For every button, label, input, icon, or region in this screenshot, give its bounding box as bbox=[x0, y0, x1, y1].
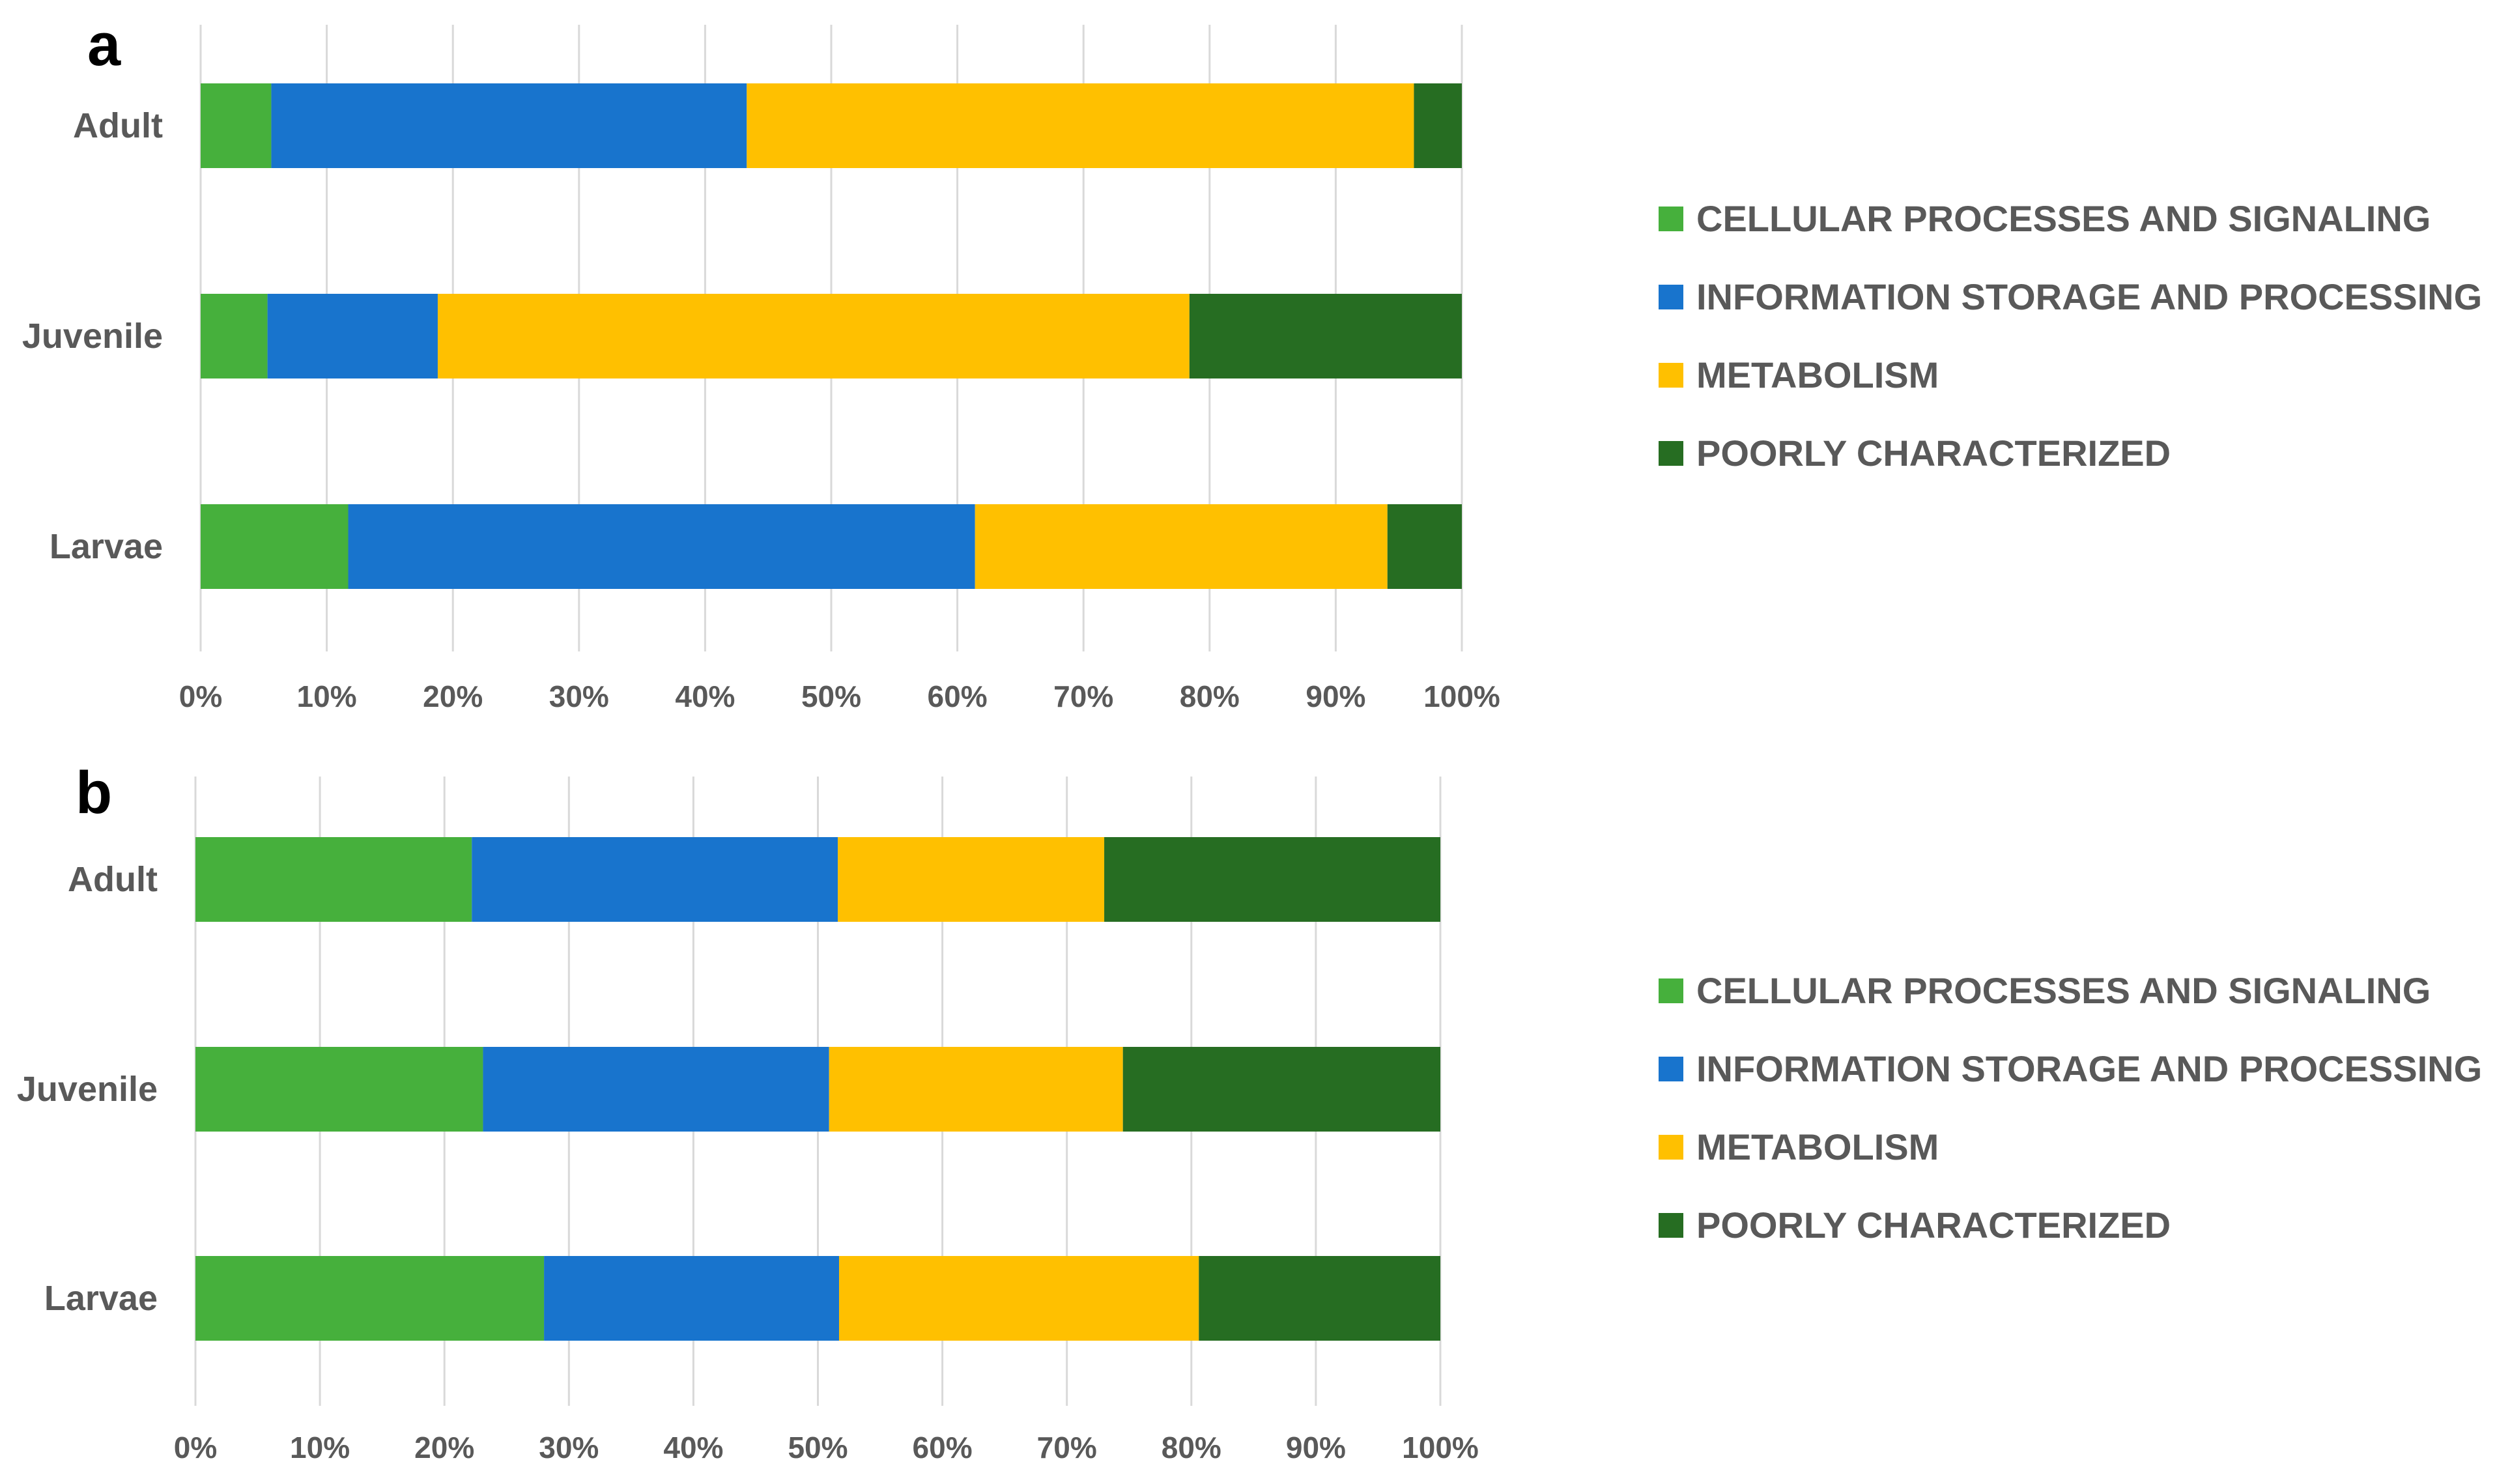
x-tick-label: 90% bbox=[1286, 1431, 1346, 1464]
category-label: Larvae bbox=[50, 527, 163, 566]
x-tick-label: 70% bbox=[1053, 679, 1113, 713]
legend-label-metabolism: METABOLISM bbox=[1696, 1126, 1939, 1167]
legend-swatch-poorly bbox=[1659, 1213, 1683, 1238]
x-tick-label: 100% bbox=[1423, 679, 1500, 713]
x-tick-label: 20% bbox=[414, 1431, 474, 1464]
legend-swatch-poorly bbox=[1659, 441, 1683, 466]
bar-segment-metabolism bbox=[747, 83, 1414, 168]
category-label: Adult bbox=[73, 106, 163, 145]
x-tick-label: 60% bbox=[913, 1431, 973, 1464]
bar-segment-metabolism bbox=[838, 837, 1105, 922]
panel-b-bars bbox=[195, 837, 1440, 1341]
x-tick-label: 40% bbox=[675, 679, 735, 713]
panel-b-category-labels: Adult Juvenile Larvae bbox=[17, 860, 158, 1318]
bar-segment-information bbox=[267, 294, 438, 378]
legend-label-information: INFORMATION STORAGE AND PROCESSING bbox=[1696, 1048, 2482, 1089]
x-tick-label: 0% bbox=[174, 1431, 217, 1464]
x-tick-label: 10% bbox=[290, 1431, 350, 1464]
x-tick-label: 50% bbox=[788, 1431, 848, 1464]
category-label: Juvenile bbox=[17, 1070, 158, 1109]
legend-swatch-metabolism bbox=[1659, 363, 1683, 388]
x-tick-label: 50% bbox=[801, 679, 861, 713]
x-tick-label: 70% bbox=[1037, 1431, 1097, 1464]
bar-segment-metabolism bbox=[975, 504, 1388, 589]
bar-segment-information bbox=[483, 1047, 829, 1132]
legend-label-cellular: CELLULAR PROCESSES AND SIGNALING bbox=[1696, 970, 2431, 1011]
bar-segment-poorly bbox=[1414, 83, 1462, 168]
category-label: Juvenile bbox=[22, 317, 163, 356]
x-tick-label: 30% bbox=[539, 1431, 599, 1464]
bar-segment-poorly bbox=[1199, 1256, 1440, 1341]
x-tick-label: 10% bbox=[297, 679, 357, 713]
bar-segment-metabolism bbox=[838, 1256, 1199, 1341]
x-tick-label: 80% bbox=[1180, 679, 1240, 713]
bar-segment-cellular bbox=[201, 504, 349, 589]
panel-a-legend: CELLULAR PROCESSES AND SIGNALING INFORMAT… bbox=[1659, 198, 2482, 474]
x-tick-label: 40% bbox=[663, 1431, 723, 1464]
panel-b-tick-labels: 0% 10% 20% 30% 40% 50% 60% 70% 80% 90% 100% bbox=[174, 1431, 1479, 1464]
bar-segment-cellular bbox=[201, 294, 268, 378]
bar-segment-information bbox=[472, 837, 838, 922]
panel-a-bars bbox=[201, 83, 1462, 589]
panel-b-label: b bbox=[76, 760, 112, 826]
legend-swatch-information bbox=[1659, 285, 1683, 309]
legend-label-poorly: POORLY CHARACTERIZED bbox=[1696, 433, 2171, 474]
panel-a-label: a bbox=[87, 12, 121, 78]
legend-swatch-cellular bbox=[1659, 978, 1683, 1003]
legend-label-poorly: POORLY CHARACTERIZED bbox=[1696, 1205, 2171, 1246]
panel-b: b Adult Juvenile Larvae 0% 10% 20% 30% 40% 50% 6… bbox=[17, 760, 2482, 1464]
legend-label-cellular: CELLULAR PROCESSES AND SIGNALING bbox=[1696, 198, 2431, 239]
x-tick-label: 0% bbox=[179, 679, 222, 713]
x-tick-label: 100% bbox=[1402, 1431, 1479, 1464]
bar-segment-metabolism bbox=[829, 1047, 1123, 1132]
x-tick-label: 90% bbox=[1306, 679, 1365, 713]
bar-segment-poorly bbox=[1104, 837, 1440, 922]
x-tick-label: 30% bbox=[549, 679, 609, 713]
x-tick-label: 80% bbox=[1162, 1431, 1221, 1464]
bar-segment-metabolism bbox=[437, 294, 1190, 378]
legend-label-information: INFORMATION STORAGE AND PROCESSING bbox=[1696, 276, 2482, 317]
bar-segment-cellular bbox=[195, 837, 472, 922]
bar-segment-poorly bbox=[1122, 1047, 1440, 1132]
legend-swatch-metabolism bbox=[1659, 1135, 1683, 1160]
x-tick-label: 20% bbox=[423, 679, 483, 713]
panel-a-tick-labels: 0% 10% 20% 30% 40% 50% 60% 70% 80% 90% 100% bbox=[179, 679, 1500, 713]
bar-segment-information bbox=[271, 83, 747, 168]
bar-segment-cellular bbox=[195, 1256, 545, 1341]
bar-segment-cellular bbox=[195, 1047, 483, 1132]
legend-swatch-information bbox=[1659, 1057, 1683, 1081]
panel-b-legend: CELLULAR PROCESSES AND SIGNALING INFORMAT… bbox=[1659, 970, 2482, 1246]
bar-segment-poorly bbox=[1387, 504, 1462, 589]
bar-segment-information bbox=[544, 1256, 839, 1341]
legend-label-metabolism: METABOLISM bbox=[1696, 354, 1939, 395]
category-label: Larvae bbox=[44, 1279, 158, 1318]
panel-a-category-labels: Adult Juvenile Larvae bbox=[22, 106, 163, 566]
bar-segment-cellular bbox=[201, 83, 272, 168]
bar-segment-information bbox=[348, 504, 975, 589]
legend-swatch-cellular bbox=[1659, 207, 1683, 231]
category-label: Adult bbox=[68, 860, 158, 899]
bar-segment-poorly bbox=[1189, 294, 1462, 378]
x-tick-label: 60% bbox=[928, 679, 988, 713]
panel-a: a Adult Juvenile Larvae 0% 10% 20% 30% 40% 50% 6… bbox=[22, 12, 2482, 713]
